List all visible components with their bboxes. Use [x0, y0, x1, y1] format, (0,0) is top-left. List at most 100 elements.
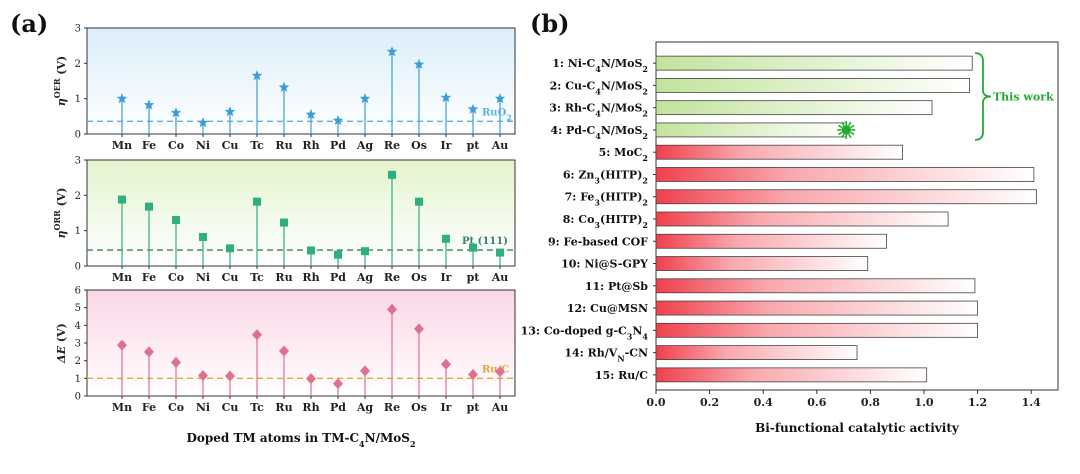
category-label: 8: Co3(HITP)2 [563, 213, 648, 230]
bar [655, 100, 933, 116]
square-marker [280, 218, 288, 227]
y-tick-label: 6 [75, 286, 81, 297]
x-axis-label: Bi-functional catalytic activity [755, 421, 960, 435]
bar [655, 322, 979, 338]
x-tick-label: pt [467, 271, 481, 284]
star-marker [467, 103, 479, 114]
x-tick-label: Ir [441, 271, 452, 284]
x-tick-label: Ru [275, 139, 292, 152]
category-label: 15: Ru/C [595, 369, 648, 382]
bar [655, 278, 976, 294]
x-tick-label: Re [384, 401, 400, 414]
square-marker [307, 246, 315, 255]
star-marker [440, 92, 452, 103]
y-axis-label: ηORR (V) [52, 187, 68, 238]
diamond-marker [468, 368, 478, 380]
x-tick-label: Fe [142, 139, 156, 152]
reference-label: Pt (111) [462, 236, 508, 247]
this-work-bracket [974, 52, 992, 141]
square-marker [199, 233, 207, 242]
x-tick-label: Tc [250, 401, 264, 414]
star-marker [413, 58, 425, 69]
bar [655, 78, 970, 93]
oer-overpotential-chart: 0 1 2 3 ηOER (V) RuO2 Mn Fe Co Ni Cu Tc Ru Rh Pd Ag Re Os… [52, 24, 516, 152]
x-tick-label: Cu [222, 271, 239, 284]
y-tick-label: 5 [75, 303, 81, 314]
diamond-marker [117, 339, 127, 351]
bar [655, 55, 973, 71]
diamond-marker [171, 356, 181, 368]
square-marker [361, 247, 369, 256]
x-tick-label: Au [491, 271, 509, 284]
x-tick-label: Pd [330, 271, 346, 284]
x-tick-label: Tc [250, 271, 264, 284]
diamond-marker [252, 329, 262, 341]
y-tick-label: 3 [75, 24, 81, 35]
x-tick-label: Ni [196, 271, 210, 284]
square-marker [253, 197, 261, 206]
square-marker [388, 170, 396, 179]
diamond-marker [333, 378, 343, 390]
star-marker [224, 106, 236, 117]
x-tick-label: Au [491, 139, 509, 152]
reference-label: RuO2 [482, 107, 512, 122]
x-tick-label: Ag [356, 401, 374, 414]
square-marker [469, 243, 477, 252]
panel-label-b: (b) [530, 9, 570, 38]
sun-ray [841, 133, 845, 139]
x-tick-label: 0.4 [754, 396, 773, 409]
square-marker [415, 197, 423, 206]
sun-ray [838, 131, 843, 136]
sun-ray [850, 124, 855, 129]
sun-ray [841, 121, 845, 127]
category-label: 14: Rh/VN-CN [564, 347, 648, 364]
square-marker [226, 244, 234, 253]
bar [655, 211, 949, 227]
star-marker [143, 99, 155, 110]
square-marker [172, 216, 180, 225]
x-tick-label: Cu [222, 139, 239, 152]
x-tick-label: Fe [142, 271, 156, 284]
bar [655, 122, 847, 138]
x-tick-label: 0.0 [646, 396, 665, 409]
y-tick-label: 3 [75, 156, 81, 167]
x-tick-label: Tc [250, 139, 264, 152]
sun-core [841, 125, 852, 135]
diamond-marker [198, 370, 208, 382]
sun-ray [850, 131, 855, 136]
bar [655, 233, 887, 249]
x-tick-label: Mn [112, 271, 132, 284]
x-tick-label: Os [411, 139, 427, 152]
bar [655, 256, 869, 271]
square-marker [118, 195, 126, 204]
bar [655, 189, 1037, 205]
sun-ray [838, 124, 843, 129]
star-marker [278, 81, 290, 92]
diamond-marker [360, 365, 370, 377]
x-tick-label: Ir [441, 401, 452, 414]
x-tick-label: Ag [356, 271, 374, 284]
y-tick-label: 1 [75, 374, 81, 385]
star-marker [197, 117, 209, 128]
x-tick-label: Ni [196, 401, 210, 414]
y-tick-label: 3 [75, 339, 81, 350]
y-tick-label: 0 [75, 262, 81, 273]
orr-overpotential-chart: 0 1 2 3 ηORR (V) Pt (111) Mn Fe Co Ni Cu Tc Ru Rh Pd Ag… [52, 156, 516, 284]
sun-icon [837, 120, 856, 139]
y-tick-label: 2 [75, 191, 81, 202]
plot-area [86, 289, 516, 397]
category-label: 2: Cu-C4N/MoS2 [550, 79, 648, 96]
diamond-marker [225, 370, 235, 382]
delta-e-chart: 0 1 2 3 4 5 6 ΔE (V) Ru/C Mn Fe Co Ni Cu Tc Ru Rh Pd Ag Re O… [55, 286, 516, 414]
y-tick-label: 0 [75, 392, 81, 403]
x-tick-label: Rh [302, 271, 319, 284]
bar [655, 144, 903, 160]
x-tick-label: Os [411, 401, 427, 414]
x-tick-label: Pd [330, 401, 346, 414]
x-tick-label: Ni [196, 139, 210, 152]
y-tick-label: 0 [75, 130, 81, 141]
x-tick-label: Cu [222, 401, 239, 414]
x-tick-label: Pd [330, 139, 346, 152]
bar [655, 367, 928, 383]
